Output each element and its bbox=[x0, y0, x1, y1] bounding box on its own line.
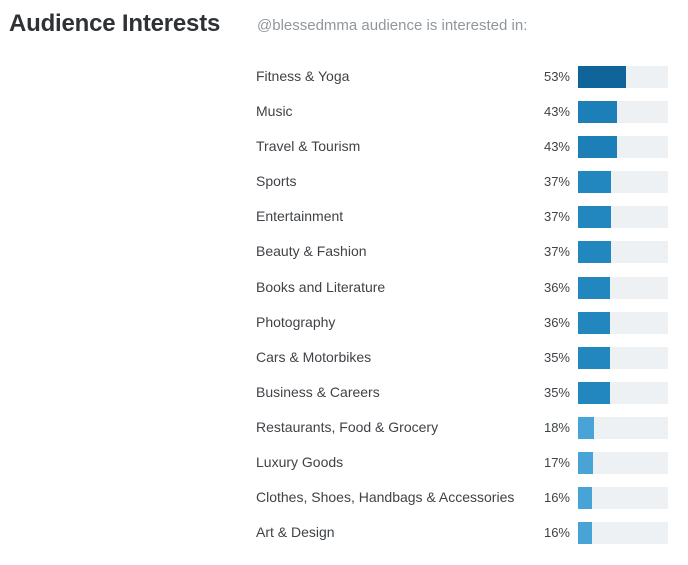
interest-label: Business & Careers bbox=[256, 383, 380, 400]
interest-label: Music bbox=[256, 103, 293, 120]
interest-row: Music 43% bbox=[0, 94, 688, 129]
interest-bar bbox=[578, 171, 612, 194]
interest-row: Photography 36% bbox=[0, 305, 688, 340]
interest-bar bbox=[578, 416, 595, 439]
interest-bar-track bbox=[578, 487, 668, 510]
interest-percent-label: 35% bbox=[543, 349, 570, 365]
interest-percent-label: 37% bbox=[543, 209, 570, 225]
interest-bar-track bbox=[578, 416, 668, 439]
interest-row: Fitness & Yoga 53% bbox=[0, 59, 688, 94]
interest-percent-label: 17% bbox=[543, 455, 570, 471]
interest-bar-track bbox=[578, 522, 668, 545]
interest-bar-track bbox=[578, 136, 668, 159]
interest-bar-track bbox=[578, 452, 668, 475]
interest-bar-track bbox=[578, 311, 668, 334]
interest-bar-chart: Fitness & Yoga 53% Music 43% Travel & Touris… bbox=[0, 59, 688, 550]
interest-percent-label: 37% bbox=[543, 174, 570, 190]
interest-row: Restaurants, Food & Grocery 18% bbox=[0, 410, 688, 445]
interest-label: Clothes, Shoes, Handbags & Accessories bbox=[256, 489, 515, 506]
interest-bar-track bbox=[578, 171, 668, 194]
interest-label: Travel & Tourism bbox=[256, 138, 361, 155]
interest-label: Restaurants, Food & Grocery bbox=[256, 418, 439, 435]
interest-bar bbox=[578, 311, 611, 334]
page-title: Audience Interests bbox=[9, 10, 221, 37]
interest-bar-track bbox=[578, 381, 668, 404]
interest-row: Sports 37% bbox=[0, 164, 688, 199]
interest-bar bbox=[578, 66, 626, 88]
interest-percent-label: 37% bbox=[543, 244, 570, 260]
interest-bar-track bbox=[578, 241, 668, 264]
interest-bar-track bbox=[578, 276, 668, 299]
interest-bar bbox=[578, 206, 612, 229]
interest-bar bbox=[578, 522, 593, 545]
interest-bar-track bbox=[578, 101, 668, 124]
interest-label: Beauty & Fashion bbox=[256, 243, 367, 260]
interest-percent-label: 43% bbox=[543, 104, 570, 120]
interest-bar-track bbox=[578, 66, 668, 88]
interest-row: Art & Design 16% bbox=[0, 515, 688, 550]
interest-row: Beauty & Fashion 37% bbox=[0, 234, 688, 269]
interest-bar-track bbox=[578, 346, 668, 369]
interest-percent-label: 36% bbox=[543, 314, 570, 330]
interest-bar-track bbox=[578, 206, 668, 229]
interest-label: Fitness & Yoga bbox=[256, 68, 350, 84]
interest-bar bbox=[578, 487, 593, 510]
interest-percent-label: 53% bbox=[543, 69, 570, 84]
interest-row: Business & Careers 35% bbox=[0, 375, 688, 410]
interest-percent-label: 16% bbox=[543, 490, 570, 506]
interest-row: Cars & Motorbikes 35% bbox=[0, 340, 688, 375]
interest-label: Luxury Goods bbox=[256, 454, 344, 471]
interest-label: Sports bbox=[256, 173, 297, 190]
interest-percent-label: 16% bbox=[543, 525, 570, 541]
interest-bar bbox=[578, 241, 612, 264]
interest-bar bbox=[578, 346, 610, 369]
interest-bar bbox=[578, 381, 610, 404]
interest-percent-label: 35% bbox=[543, 384, 570, 400]
interest-label: Entertainment bbox=[256, 208, 344, 225]
interest-percent-label: 36% bbox=[543, 279, 570, 295]
interest-row: Clothes, Shoes, Handbags & Accessories 16… bbox=[0, 480, 688, 515]
interest-row: Luxury Goods 17% bbox=[0, 445, 688, 480]
interest-label: Art & Design bbox=[256, 524, 335, 541]
interest-row: Books and Literature 36% bbox=[0, 270, 688, 305]
interest-percent-label: 18% bbox=[543, 419, 570, 435]
interest-label: Photography bbox=[256, 313, 336, 330]
interest-row: Entertainment 37% bbox=[0, 199, 688, 234]
interest-bar bbox=[578, 101, 617, 124]
chart-subtitle: @blessedmma audience is interested in: bbox=[257, 17, 528, 34]
interest-bar bbox=[578, 276, 611, 299]
interest-bar bbox=[578, 452, 594, 475]
interest-bar bbox=[578, 136, 617, 159]
interest-label: Cars & Motorbikes bbox=[256, 348, 372, 365]
interest-percent-label: 43% bbox=[543, 139, 570, 155]
interest-label: Books and Literature bbox=[256, 278, 386, 295]
interest-row: Travel & Tourism 43% bbox=[0, 129, 688, 164]
